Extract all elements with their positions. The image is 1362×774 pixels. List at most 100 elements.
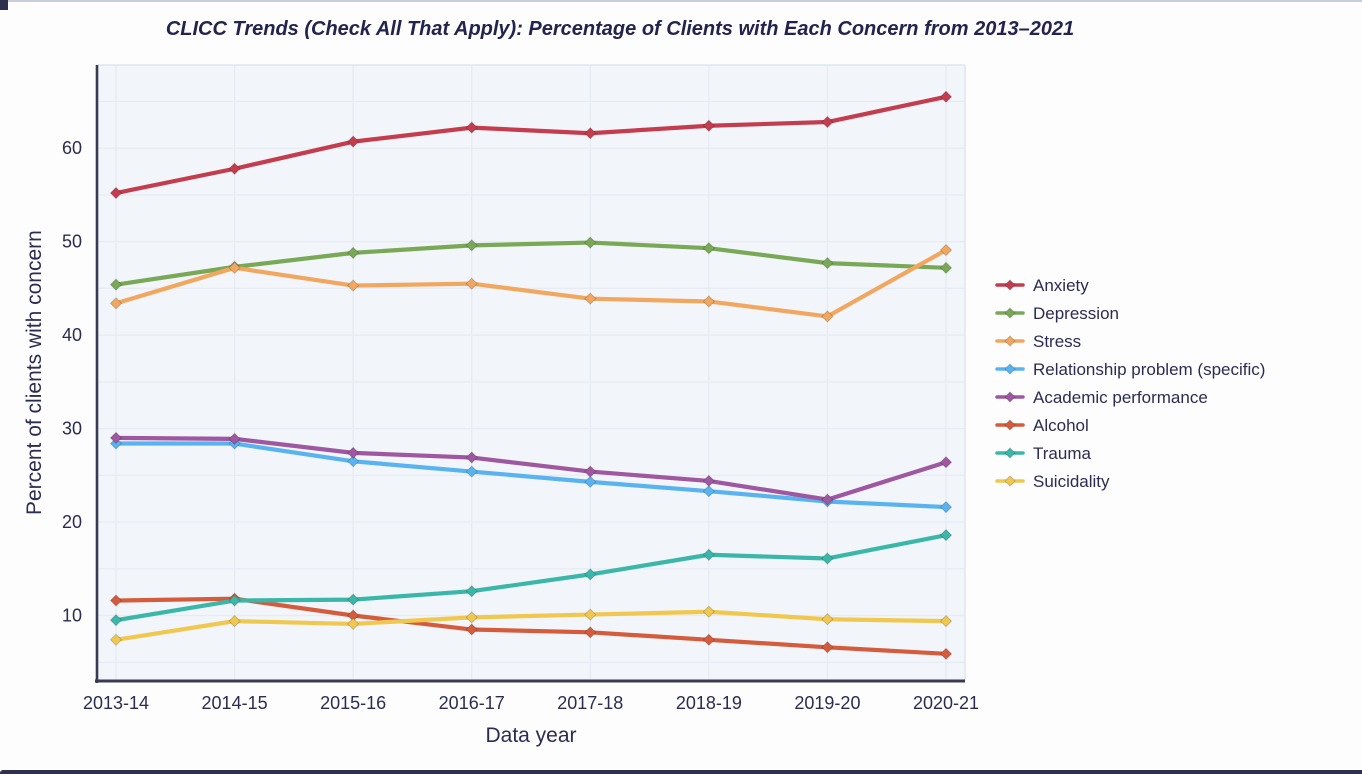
series-relationship-problem-specific bbox=[109, 437, 953, 514]
data-point-academic-performance bbox=[584, 465, 597, 478]
legend-marker-trauma bbox=[1004, 447, 1016, 459]
series-line-suicidality bbox=[113, 609, 949, 642]
legend-label: Stress bbox=[1033, 332, 1081, 351]
x-tick-label: 2016-17 bbox=[439, 693, 505, 713]
data-point-suicidality bbox=[109, 633, 123, 647]
data-point-depression bbox=[109, 278, 123, 291]
data-point-anxiety bbox=[821, 115, 834, 129]
data-point-relationship-problem-specific bbox=[702, 484, 716, 498]
series-anxiety bbox=[109, 90, 953, 200]
legend-item-trauma: Trauma bbox=[995, 444, 1091, 463]
data-point-relationship-problem-specific bbox=[109, 437, 123, 450]
legend-marker-academic-performance bbox=[1004, 391, 1016, 403]
data-point-alcohol bbox=[939, 647, 953, 661]
data-point-anxiety bbox=[228, 162, 241, 175]
series-line-stress bbox=[113, 247, 949, 319]
window-corner-mark bbox=[0, 0, 8, 10]
series-stress bbox=[109, 243, 953, 323]
data-point-academic-performance bbox=[109, 431, 123, 445]
data-point-stress bbox=[465, 277, 478, 290]
data-point-suicidality bbox=[584, 608, 597, 621]
data-point-trauma bbox=[465, 585, 478, 598]
data-point-stress bbox=[228, 261, 241, 275]
x-tick-label: 2020-21 bbox=[913, 693, 979, 713]
legend: Anxiety Depression Stress Relationship prob… bbox=[995, 276, 1265, 491]
legend-item-stress: Stress bbox=[995, 332, 1081, 351]
legend-item-suicidality: Suicidality bbox=[995, 472, 1110, 491]
plot-area bbox=[97, 65, 965, 680]
data-point-trauma bbox=[228, 594, 241, 607]
data-point-stress bbox=[702, 295, 716, 308]
series-academic-performance bbox=[109, 431, 953, 506]
y-tick-label: 60 bbox=[62, 138, 82, 158]
legend-label: Relationship problem (specific) bbox=[1033, 360, 1265, 379]
series-trauma bbox=[109, 528, 953, 627]
data-point-relationship-problem-specific bbox=[346, 455, 360, 468]
legend-item-academic-performance: Academic performance bbox=[995, 388, 1208, 407]
data-point-stress bbox=[821, 310, 834, 323]
data-point-anxiety bbox=[465, 121, 478, 134]
data-point-depression bbox=[584, 236, 597, 249]
data-point-trauma bbox=[109, 613, 123, 627]
data-point-suicidality bbox=[821, 613, 834, 626]
y-tick-label: 50 bbox=[62, 232, 82, 252]
legend-label: Anxiety bbox=[1033, 276, 1089, 295]
data-point-alcohol bbox=[465, 623, 478, 636]
data-point-trauma bbox=[702, 548, 716, 561]
x-tick-label: 2015-16 bbox=[320, 693, 386, 713]
legend-marker-suicidality bbox=[1004, 475, 1016, 487]
legend-item-anxiety: Anxiety bbox=[995, 276, 1089, 295]
legend-label: Suicidality bbox=[1033, 472, 1110, 491]
legend-marker-depression bbox=[1004, 307, 1016, 319]
data-point-stress bbox=[939, 243, 953, 257]
series-line-depression bbox=[113, 240, 949, 287]
x-axis-title: Data year bbox=[485, 724, 577, 747]
legend-label: Alcohol bbox=[1033, 416, 1089, 435]
legend-label: Depression bbox=[1033, 304, 1119, 323]
series-line-anxiety bbox=[113, 94, 949, 196]
data-point-academic-performance bbox=[821, 493, 834, 506]
data-point-trauma bbox=[346, 593, 360, 606]
data-point-relationship-problem-specific bbox=[584, 475, 597, 489]
window-top-edge bbox=[0, 0, 1362, 2]
x-tick-label: 2013-14 bbox=[83, 693, 149, 713]
data-point-depression bbox=[465, 239, 478, 252]
data-point-stress bbox=[346, 279, 360, 292]
data-point-relationship-problem-specific bbox=[465, 465, 478, 478]
y-tick-label: 40 bbox=[62, 325, 82, 345]
legend-item-alcohol: Alcohol bbox=[995, 416, 1089, 435]
x-tick-label: 2017-18 bbox=[557, 693, 623, 713]
chart-title: CLICC Trends (Check All That Apply): Per… bbox=[165, 18, 1075, 40]
x-tick-label: 2019-20 bbox=[794, 693, 860, 713]
y-tick-label: 20 bbox=[62, 512, 82, 532]
data-point-anxiety bbox=[346, 135, 360, 148]
data-point-stress bbox=[584, 292, 597, 305]
data-point-suicidality bbox=[702, 605, 716, 618]
data-point-trauma bbox=[584, 568, 597, 581]
data-point-depression bbox=[702, 241, 716, 255]
data-point-anxiety bbox=[109, 186, 123, 200]
legend-marker-alcohol bbox=[1004, 419, 1016, 431]
data-point-suicidality bbox=[228, 614, 241, 628]
data-point-stress bbox=[109, 297, 123, 310]
series-line-academic-performance bbox=[113, 435, 949, 502]
data-point-academic-performance bbox=[465, 451, 478, 464]
data-point-academic-performance bbox=[939, 456, 953, 469]
window-bottom-edge bbox=[0, 770, 1362, 774]
y-tick-label: 10 bbox=[62, 606, 82, 626]
x-tick-labels: 2013-14 2014-15 2015-16 2016-17 2017-18 2018-… bbox=[83, 693, 979, 713]
x-tick-label: 2018-19 bbox=[676, 693, 742, 713]
legend-label: Academic performance bbox=[1033, 388, 1208, 407]
data-point-academic-performance bbox=[346, 446, 360, 460]
legend-marker-anxiety bbox=[1004, 279, 1016, 291]
data-point-anxiety bbox=[702, 119, 716, 132]
data-point-alcohol bbox=[584, 626, 597, 639]
data-point-suicidality bbox=[465, 611, 478, 624]
data-point-alcohol bbox=[821, 641, 834, 654]
data-point-academic-performance bbox=[228, 432, 241, 446]
legend-marker-relationship-problem-specific bbox=[1004, 363, 1016, 375]
data-point-alcohol bbox=[109, 594, 123, 607]
data-point-trauma bbox=[821, 552, 834, 565]
data-point-academic-performance bbox=[702, 474, 716, 488]
